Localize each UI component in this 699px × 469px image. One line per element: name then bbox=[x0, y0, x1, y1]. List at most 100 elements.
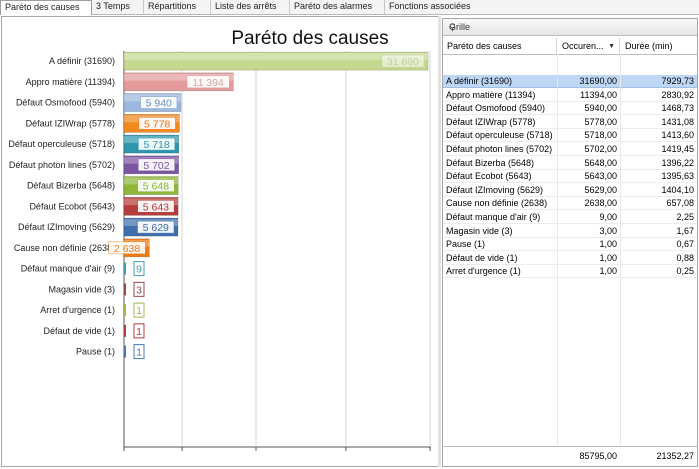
column-divider bbox=[620, 55, 621, 445]
cell-duree: 0,88 bbox=[676, 252, 694, 263]
data-label-box bbox=[137, 200, 175, 213]
table-row[interactable]: Défaut Osmofood (5940) 5940,00 1468,73 bbox=[443, 102, 697, 116]
table-row[interactable]: Arret d'urgence (1) 1,00 0,25 bbox=[443, 265, 697, 279]
cell-cause: Défaut manque d'air (9) bbox=[446, 212, 541, 222]
data-label: 5 648 bbox=[143, 181, 169, 193]
data-label: 5 718 bbox=[143, 139, 169, 151]
category-label: Défaut photon lines (5702) bbox=[9, 160, 115, 170]
data-label-box bbox=[138, 137, 176, 151]
grid-panel: Grille ⚲ Paréto des causes Occuren... ▼ … bbox=[442, 18, 698, 467]
cell-occurrences: 1,00 bbox=[599, 266, 617, 277]
data-label-box bbox=[133, 281, 145, 297]
data-label: 5 940 bbox=[146, 98, 172, 110]
sort-down-icon: ▼ bbox=[608, 43, 615, 50]
cell-cause: Défaut de vide (1) bbox=[446, 252, 518, 263]
cell-occurrences: 3,00 bbox=[599, 225, 617, 236]
panel-splitter[interactable] bbox=[438, 16, 441, 467]
table-row[interactable]: Défaut IZImoving (5629) 5629,00 1404,10 bbox=[443, 184, 697, 197]
bar-highlight bbox=[124, 53, 429, 60]
total-duree: 21352,27 bbox=[656, 451, 694, 461]
tab-bar: Paréto des causes 3 Temps Répartitions L… bbox=[0, 0, 699, 15]
tab-repartitions[interactable]: Répartitions bbox=[144, 0, 211, 14]
bar-highlight bbox=[124, 73, 234, 81]
cell-duree: 1395,63 bbox=[661, 171, 694, 182]
cell-cause: Défaut IZIWrap (5778) bbox=[446, 116, 536, 127]
cell-occurrences: 2638,00 bbox=[584, 198, 617, 209]
column-header-occurrences[interactable]: Occuren... ▼ bbox=[558, 38, 620, 55]
column-header-cause[interactable]: Paréto des causes bbox=[443, 38, 557, 55]
data-label: 31 690 bbox=[387, 56, 419, 68]
column-divider bbox=[557, 55, 558, 445]
category-label: Appro matière (11394) bbox=[26, 77, 115, 87]
category-label: Cause non définie (2638) bbox=[14, 243, 115, 253]
data-label-box bbox=[137, 179, 175, 192]
data-label: 1 bbox=[136, 347, 142, 359]
table-row[interactable]: Défaut Bizerba (5648) 5648,00 1396,22 bbox=[443, 157, 697, 170]
cell-cause: Arret d'urgence (1) bbox=[446, 266, 521, 277]
cell-cause: Défaut Ecobot (5643) bbox=[446, 171, 532, 182]
data-label: 9 bbox=[136, 264, 142, 276]
cell-duree: 1,67 bbox=[676, 225, 694, 236]
table-row[interactable]: Pause (1) 1,00 0,67 bbox=[443, 238, 697, 252]
x-tick-label: 0 bbox=[121, 465, 126, 466]
table-row[interactable]: Défaut Ecobot (5643) 5643,00 1395,63 bbox=[443, 170, 697, 184]
cell-occurrences: 5940,00 bbox=[584, 103, 617, 114]
data-label: 1 bbox=[136, 305, 142, 317]
pin-icon[interactable]: ⚲ bbox=[449, 22, 456, 32]
category-label: Arret d'urgence (1) bbox=[40, 305, 115, 315]
data-label-box bbox=[138, 117, 176, 130]
data-label: 2 638 bbox=[114, 243, 140, 255]
cell-duree: 2830,92 bbox=[661, 89, 694, 100]
data-label-box bbox=[186, 75, 230, 89]
bar bbox=[124, 345, 126, 358]
table-row[interactable]: Magasin vide (3) 3,00 1,67 bbox=[443, 225, 697, 238]
cell-cause: Défaut photon lines (5702) bbox=[446, 144, 553, 154]
tab-3-temps[interactable]: 3 Temps bbox=[92, 0, 144, 14]
cell-cause: Défaut IZImoving (5629) bbox=[446, 184, 544, 195]
table-row[interactable]: Défaut operculeuse (5718) 5718,00 1413,60 bbox=[443, 129, 697, 143]
totals-row: 85795,00 21352,27 bbox=[443, 446, 697, 466]
data-label-box bbox=[137, 158, 175, 172]
category-label: Défaut IZIWrap (5778) bbox=[26, 118, 115, 128]
tab-fonctions-associees[interactable]: Fonctions associées bbox=[389, 1, 471, 11]
data-label-box bbox=[133, 344, 145, 360]
data-label: 5 643 bbox=[143, 201, 169, 213]
category-label: Défaut operculeuse (5718) bbox=[8, 139, 115, 149]
tab-liste-arrets[interactable]: Liste des arrêts bbox=[211, 0, 290, 14]
category-label: Défaut de vide (1) bbox=[43, 326, 115, 336]
data-label: 5 702 bbox=[143, 160, 169, 172]
data-label-box bbox=[137, 220, 175, 234]
column-header-duree[interactable]: Durée (min) bbox=[621, 38, 697, 55]
table-row[interactable]: Cause non définie (2638) 2638,00 657,08 bbox=[443, 197, 697, 211]
column-header-occurrences-label: Occuren... bbox=[562, 41, 604, 51]
cell-cause: Défaut Bizerba (5648) bbox=[446, 157, 535, 168]
tab-pareto-alarmes[interactable]: Paréto des alarmes bbox=[290, 0, 385, 14]
x-tick-label: 10000 bbox=[333, 465, 358, 466]
data-label: 5 778 bbox=[144, 118, 170, 130]
cell-duree: 1413,60 bbox=[661, 130, 694, 141]
data-label-box bbox=[108, 241, 146, 255]
x-tick-label: 6000 bbox=[246, 465, 266, 466]
cell-occurrences: 5718,00 bbox=[584, 130, 617, 141]
data-label-box bbox=[133, 323, 145, 339]
cell-duree: 7929,73 bbox=[661, 76, 694, 86]
category-label: A définir (31690) bbox=[49, 56, 115, 66]
cell-duree: 0,25 bbox=[676, 266, 694, 277]
cell-occurrences: 5702,00 bbox=[584, 144, 617, 154]
cell-occurrences: 1,00 bbox=[599, 252, 617, 263]
table-row[interactable]: Défaut IZIWrap (5778) 5778,00 1431,08 bbox=[443, 116, 697, 129]
table-row[interactable]: Défaut manque d'air (9) 9,00 2,25 bbox=[443, 211, 697, 224]
table-row[interactable]: Appro matière (11394) 11394,00 2830,92 bbox=[443, 89, 697, 102]
pareto-chart: Paréto des causes 0 2000 6000 10000 32000 A dé… bbox=[8, 28, 438, 466]
cell-occurrences: 1,00 bbox=[599, 239, 617, 250]
table-row[interactable]: A définir (31690) 31690,00 7929,73 bbox=[443, 75, 697, 88]
table-row[interactable]: Défaut photon lines (5702) 5702,00 1419,45 bbox=[443, 143, 697, 156]
table-row[interactable]: Défaut de vide (1) 1,00 0,88 bbox=[443, 252, 697, 265]
cell-cause: Pause (1) bbox=[446, 239, 486, 250]
tab-pareto-causes[interactable]: Paréto des causes bbox=[0, 0, 92, 15]
bar bbox=[124, 324, 126, 337]
cell-cause: Défaut Osmofood (5940) bbox=[446, 103, 546, 114]
grid-title: Grille bbox=[449, 22, 471, 32]
category-label: Défaut manque d'air (9) bbox=[21, 264, 115, 274]
cell-cause: Défaut operculeuse (5718) bbox=[446, 130, 553, 141]
